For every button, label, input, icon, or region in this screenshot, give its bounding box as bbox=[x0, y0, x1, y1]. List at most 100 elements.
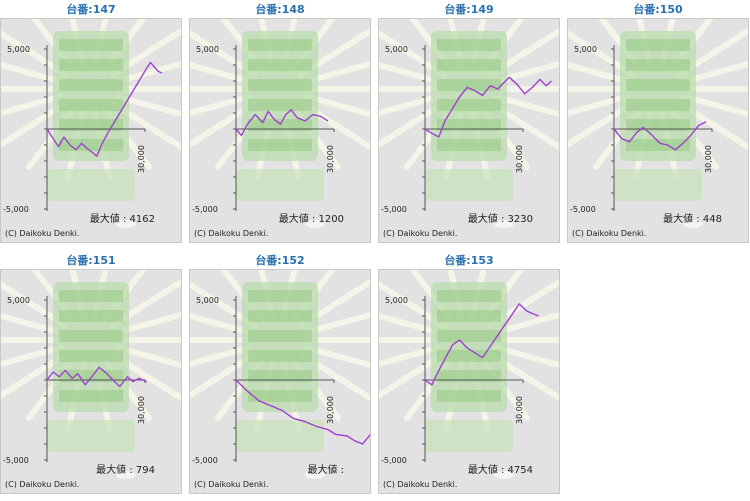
machine-panel bbox=[248, 39, 312, 51]
machine-panel bbox=[59, 330, 123, 342]
copyright-label: (C) Daikoku Denki. bbox=[194, 229, 269, 238]
max-value: 最大値 : bbox=[307, 465, 344, 476]
copyright-label: (C) Daikoku Denki. bbox=[383, 480, 458, 489]
ray bbox=[190, 344, 253, 368]
chart-panel: 5,000 -5,000 30,000 最大値 : 1200 (C) Daikoku D… bbox=[189, 18, 371, 243]
ray bbox=[681, 60, 748, 85]
machine-panel bbox=[248, 290, 312, 302]
ray bbox=[303, 344, 370, 369]
chart-panel: 5,000 -5,000 30,000 最大値 : 3230 (C) Daikoku D… bbox=[378, 18, 560, 243]
glow-dot bbox=[683, 220, 703, 228]
ray bbox=[190, 93, 253, 117]
ray bbox=[114, 93, 181, 118]
background-decoration bbox=[190, 19, 370, 228]
chart-title[interactable]: 台番:148 bbox=[255, 3, 305, 16]
chart-panel: 5,000 -5,000 30,000 最大値 : 448 (C) Daikoku De… bbox=[567, 18, 749, 243]
copyright-label: (C) Daikoku Denki. bbox=[5, 229, 80, 238]
chart-cell: 台番:153 5,000 -5,000 30,000 最大値 : 4754 (C) Dai… bbox=[378, 251, 560, 494]
machine-panel bbox=[626, 39, 690, 51]
machine-panel bbox=[248, 330, 312, 342]
machine-panel bbox=[437, 99, 501, 111]
ray bbox=[379, 61, 442, 85]
chart-title[interactable]: 台番:151 bbox=[66, 254, 116, 267]
chart-title[interactable]: 台番:149 bbox=[444, 3, 494, 16]
glow-dot bbox=[305, 220, 325, 228]
machine-panel bbox=[59, 310, 123, 322]
machine-panel bbox=[437, 370, 501, 382]
chart-panel: 5,000 -5,000 30,000 最大値 : 794 (C) Daikoku De… bbox=[0, 269, 182, 494]
chart-svg: 5,000 -5,000 30,000 bbox=[1, 270, 181, 479]
series-line bbox=[235, 379, 370, 445]
y-tick-label-bottom: -5,000 bbox=[3, 456, 29, 465]
ray bbox=[190, 312, 253, 336]
y-tick-label-bottom: -5,000 bbox=[381, 205, 407, 214]
ray bbox=[1, 61, 64, 85]
x-tick-label: 30,000 bbox=[515, 145, 524, 173]
machine-panel bbox=[437, 390, 501, 402]
machine-panel bbox=[626, 79, 690, 91]
y-tick-label-top: 5,000 bbox=[196, 45, 219, 54]
machine-panel bbox=[59, 139, 123, 151]
chart-svg: 5,000 -5,000 30,000 bbox=[1, 19, 181, 228]
copyright-label: (C) Daikoku Denki. bbox=[383, 229, 458, 238]
glow-dot bbox=[494, 220, 514, 228]
machine-tray bbox=[614, 169, 702, 201]
machine-panel bbox=[59, 390, 123, 402]
ray bbox=[492, 311, 559, 336]
x-tick-label: 30,000 bbox=[515, 396, 524, 424]
machine-panel bbox=[59, 99, 123, 111]
background-decoration bbox=[379, 270, 559, 479]
ray bbox=[568, 61, 631, 85]
chart-title[interactable]: 台番:153 bbox=[444, 254, 494, 267]
copyright-label: (C) Daikoku Denki. bbox=[5, 480, 80, 489]
y-tick-label-top: 5,000 bbox=[385, 45, 408, 54]
chart-panel: 5,000 -5,000 30,000 最大値 : 4162 (C) Daikoku D… bbox=[0, 18, 182, 243]
machine-panel bbox=[437, 59, 501, 71]
machine-panel bbox=[437, 290, 501, 302]
chart-cell: 台番:148 5,000 -5,000 30,000 最大値 : 1200 (C) Dai… bbox=[189, 0, 371, 243]
ray bbox=[114, 344, 181, 369]
machine-tray bbox=[236, 169, 324, 201]
max-value: 最大値 : 448 bbox=[663, 214, 722, 225]
glow-dot bbox=[116, 220, 136, 228]
machine-panel bbox=[248, 370, 312, 382]
machine-panel bbox=[248, 310, 312, 322]
series-line bbox=[424, 303, 539, 386]
chart-title[interactable]: 台番:152 bbox=[255, 254, 305, 267]
machine-tray bbox=[236, 420, 324, 452]
series-line bbox=[613, 121, 707, 151]
x-tick-label: 30,000 bbox=[326, 145, 335, 173]
machine-panel bbox=[626, 99, 690, 111]
machine-panel bbox=[248, 79, 312, 91]
machine-panel bbox=[248, 99, 312, 111]
machine-tray bbox=[425, 169, 513, 201]
copyright-label: (C) Daikoku Denki. bbox=[194, 480, 269, 489]
machine-panel bbox=[437, 79, 501, 91]
glow-dot bbox=[116, 471, 136, 479]
chart-cell: 台番:151 5,000 -5,000 30,000 最大値 : 794 (C) Daik… bbox=[0, 251, 182, 494]
ray bbox=[379, 93, 442, 117]
chart-cell: 台番:149 5,000 -5,000 30,000 最大値 : 3230 (C) Dai… bbox=[378, 0, 560, 243]
chart-title[interactable]: 台番:147 bbox=[66, 3, 116, 16]
series-line bbox=[235, 109, 329, 137]
machine-panel bbox=[626, 139, 690, 151]
machine-panel bbox=[437, 139, 501, 151]
machine-panel bbox=[248, 390, 312, 402]
copyright-label: (C) Daikoku Denki. bbox=[572, 229, 647, 238]
ray bbox=[1, 312, 64, 336]
machine-panel bbox=[59, 350, 123, 362]
machine-panel bbox=[437, 310, 501, 322]
x-tick-label: 30,000 bbox=[326, 396, 335, 424]
chart-cell: 台番:152 5,000 -5,000 30,000 最大値 : (C) Daikoku… bbox=[189, 251, 371, 494]
series-line bbox=[46, 61, 163, 157]
ray bbox=[303, 93, 370, 118]
max-value: 最大値 : 4754 bbox=[467, 465, 533, 476]
ray bbox=[1, 93, 64, 117]
y-tick-label-bottom: -5,000 bbox=[570, 205, 596, 214]
machine-panel bbox=[248, 59, 312, 71]
ray bbox=[190, 61, 253, 85]
ray bbox=[1, 344, 64, 368]
chart-title[interactable]: 台番:150 bbox=[633, 3, 683, 16]
machine-panel bbox=[59, 290, 123, 302]
machine-panel bbox=[437, 119, 501, 131]
